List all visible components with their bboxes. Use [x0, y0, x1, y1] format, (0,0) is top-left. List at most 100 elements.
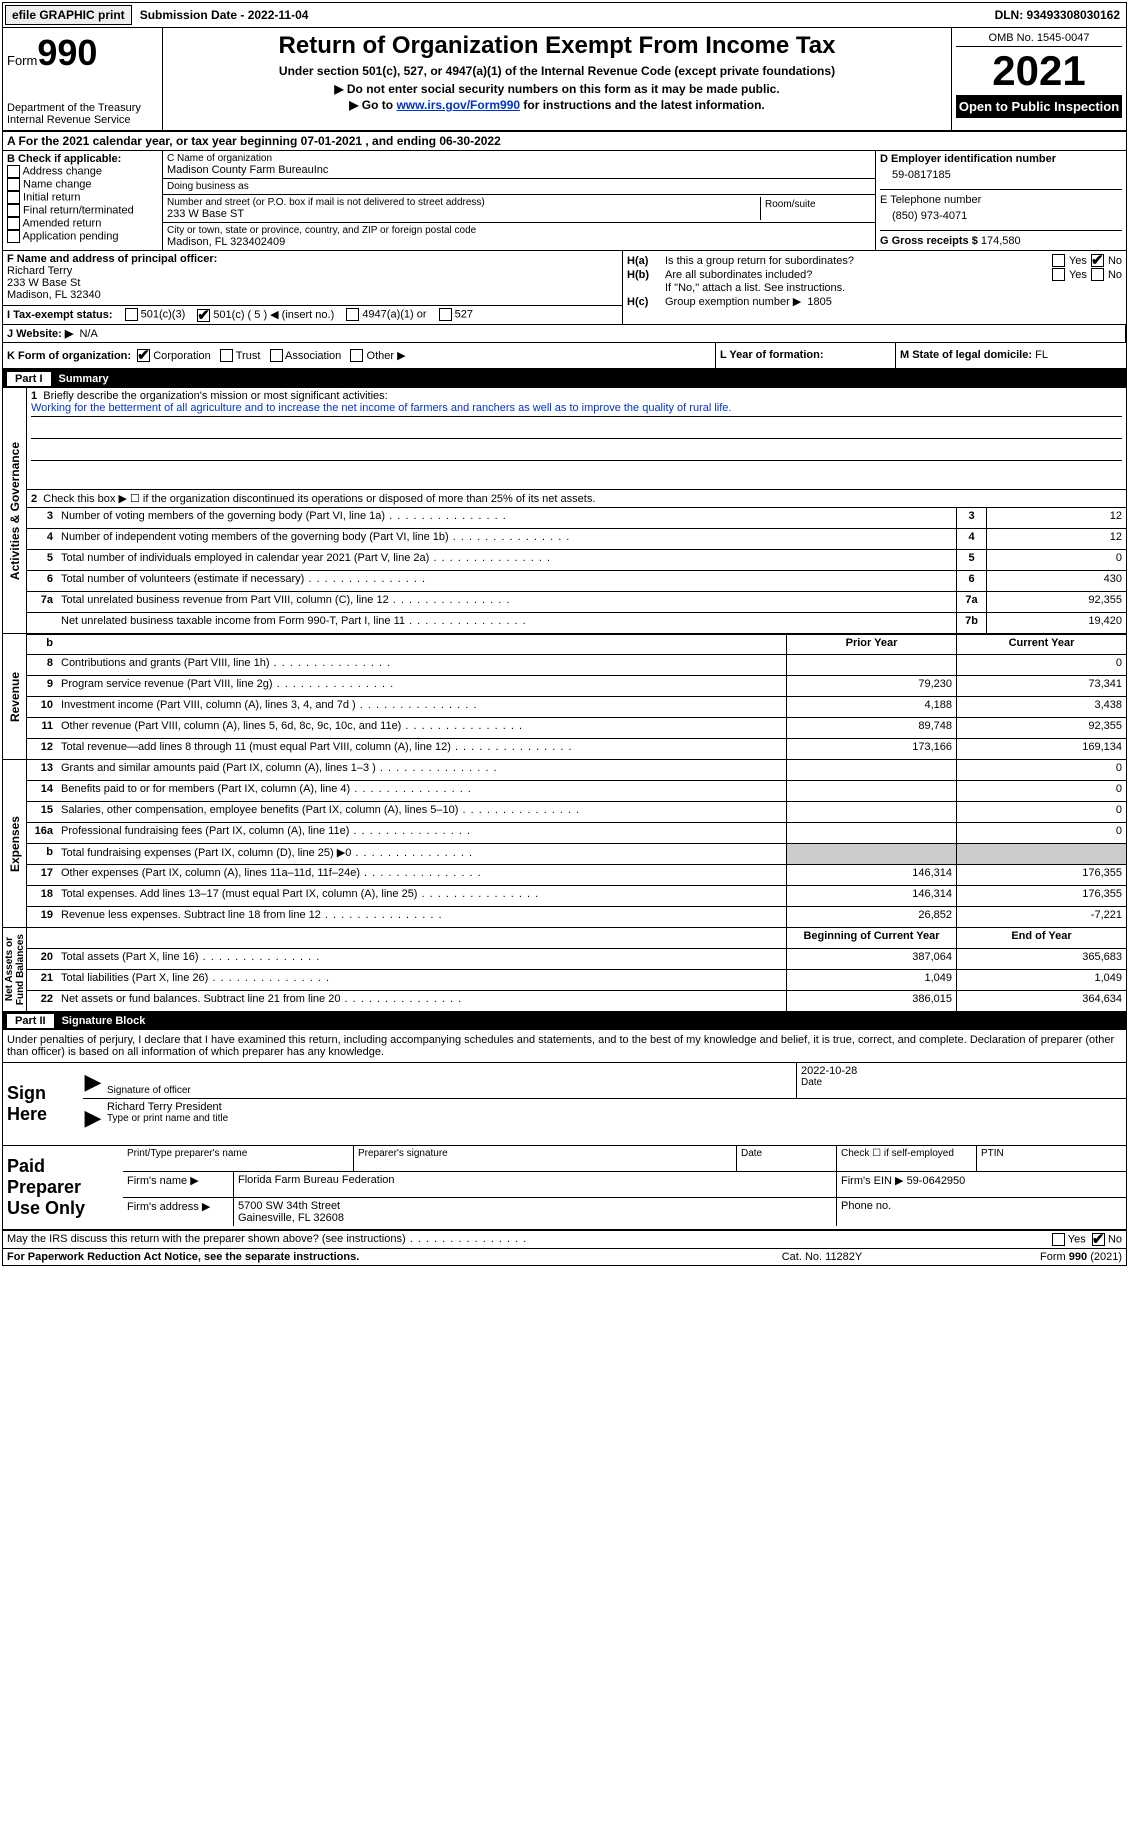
fq-yes[interactable]	[1052, 1233, 1065, 1246]
tax-year: 2021	[956, 47, 1122, 95]
summary-row: 13Grants and similar amounts paid (Part …	[27, 760, 1126, 781]
hb-lbl: H(b)	[627, 269, 665, 281]
footer: For Paperwork Reduction Act Notice, see …	[3, 1249, 1126, 1265]
cat-no: Cat. No. 11282Y	[722, 1251, 922, 1263]
cb-501c3[interactable]	[125, 308, 138, 321]
ha-yes[interactable]	[1052, 254, 1065, 267]
pra-notice: For Paperwork Reduction Act Notice, see …	[7, 1251, 722, 1263]
cb-corp[interactable]	[137, 349, 150, 362]
form-header: Form990 Department of the Treasury Inter…	[3, 28, 1126, 132]
cb-trust[interactable]	[220, 349, 233, 362]
yes-label2: Yes	[1069, 269, 1087, 281]
ha-no[interactable]	[1091, 254, 1104, 267]
ha-lbl: H(a)	[627, 255, 665, 267]
officer-name: Richard Terry	[7, 265, 618, 277]
b-item: Final return/terminated	[7, 204, 158, 217]
prep-date-lbl: Date	[736, 1146, 836, 1171]
summary-row: 3Number of voting members of the governi…	[27, 508, 1126, 529]
cb-name-change[interactable]	[7, 178, 20, 191]
section-j: J Website: ▶ N/A	[3, 325, 1126, 343]
omb-number: OMB No. 1545-0047	[956, 32, 1122, 47]
no-label: No	[1108, 255, 1122, 267]
col-f: F Name and address of principal officer:…	[3, 251, 623, 324]
officer-addr: 233 W Base St	[7, 277, 618, 289]
cb-other[interactable]	[350, 349, 363, 362]
form-ref: Form 990 (2021)	[922, 1251, 1122, 1263]
b-item: Amended return	[7, 217, 158, 230]
sig-arrow-icon: ▶	[83, 1063, 103, 1098]
hb-yes[interactable]	[1052, 268, 1065, 281]
vtab-rev: Revenue	[3, 634, 27, 760]
vtab-ag: Activities & Governance	[3, 388, 27, 634]
hc-lbl: H(c)	[627, 296, 665, 308]
opt-501c3: 501(c)(3)	[141, 309, 186, 321]
cb-4947[interactable]	[346, 308, 359, 321]
b-item: Name change	[7, 178, 158, 191]
section-f-h: F Name and address of principal officer:…	[3, 251, 1126, 325]
header-sub2: ▶ Do not enter social security numbers o…	[171, 82, 943, 96]
line2: Check this box ▶ ☐ if the organization d…	[43, 493, 595, 505]
street-address: 233 W Base ST	[167, 208, 760, 220]
summary-row: 8Contributions and grants (Part VIII, li…	[27, 655, 1126, 676]
header-sub1: Under section 501(c), 527, or 4947(a)(1)…	[171, 64, 943, 78]
sig-officer-lbl: Signature of officer	[107, 1085, 792, 1096]
org-name: Madison County Farm BureauInc	[167, 164, 871, 176]
hb-note: If "No," attach a list. See instructions…	[665, 282, 1122, 294]
prep-print-lbl: Print/Type preparer's name	[123, 1146, 353, 1171]
preparer-block: Paid Preparer Use Only Print/Type prepar…	[3, 1146, 1126, 1231]
officer-printed: Richard Terry President	[107, 1101, 1122, 1113]
c-name-lbl: C Name of organization	[167, 153, 871, 164]
sign-here: Sign Here	[3, 1063, 83, 1145]
vtab-na: Net Assets or Fund Balances	[3, 928, 27, 1012]
section-b-c-d: B Check if applicable: Address change Na…	[3, 151, 1126, 251]
firm-name: Florida Farm Bureau Federation	[233, 1172, 836, 1197]
officer-name-lbl: Type or print name and title	[107, 1113, 1122, 1124]
phone-lbl: Phone no.	[836, 1198, 1126, 1226]
opt-assoc: Association	[285, 350, 341, 362]
dept-treasury: Department of the Treasury Internal Reve…	[7, 102, 158, 126]
hb-no[interactable]	[1091, 268, 1104, 281]
form-990-page: efile GRAPHIC print Submission Date - 20…	[2, 2, 1127, 1266]
summary-row: 12Total revenue—add lines 8 through 11 (…	[27, 739, 1126, 760]
cb-initial-return[interactable]	[7, 191, 20, 204]
m-val: FL	[1035, 349, 1048, 361]
irs-link[interactable]: www.irs.gov/Form990	[396, 98, 520, 112]
cb-527[interactable]	[439, 308, 452, 321]
summary-row: 6Total number of volunteers (estimate if…	[27, 571, 1126, 592]
eoy-hdr: End of Year	[956, 928, 1126, 948]
col-c: C Name of organization Madison County Fa…	[163, 151, 876, 250]
summary-row: 15Salaries, other compensation, employee…	[27, 802, 1126, 823]
firm-ein-lbl: Firm's EIN ▶	[841, 1175, 904, 1187]
cb-address-change[interactable]	[7, 165, 20, 178]
b-item: Initial return	[7, 191, 158, 204]
sub3-pre: ▶ Go to	[349, 98, 396, 112]
fq-no-lbl: No	[1108, 1234, 1122, 1246]
header-sub3: ▶ Go to www.irs.gov/Form990 for instruct…	[171, 98, 943, 112]
fq-no[interactable]	[1092, 1233, 1105, 1246]
summary-row: 4Number of independent voting members of…	[27, 529, 1126, 550]
website: N/A	[79, 328, 97, 340]
opt-527: 527	[455, 309, 473, 321]
summary-row: 14Benefits paid to or for members (Part …	[27, 781, 1126, 802]
prep-check-lbl: Check ☐ if self-employed	[836, 1146, 976, 1171]
s1-lbl: Briefly describe the organization's miss…	[43, 390, 387, 402]
hc-val: 1805	[807, 296, 831, 308]
efile-print-button[interactable]: efile GRAPHIC print	[5, 5, 132, 25]
cb-501c[interactable]	[197, 309, 210, 322]
line-b: b	[27, 635, 57, 654]
part1-title: Summary	[59, 373, 109, 385]
yes-label: Yes	[1069, 255, 1087, 267]
firm-city: Gainesville, FL 32608	[238, 1212, 832, 1224]
cb-application-pending[interactable]	[7, 230, 20, 243]
summary-row: 21Total liabilities (Part X, line 26)1,0…	[27, 970, 1126, 991]
hc-txt: Group exemption number ▶	[665, 296, 801, 308]
cb-assoc[interactable]	[270, 349, 283, 362]
cb-amended-return[interactable]	[7, 217, 20, 230]
summary-row: 10Investment income (Part VIII, column (…	[27, 697, 1126, 718]
fq-yes-lbl: Yes	[1068, 1234, 1086, 1246]
cb-final-return-terminated[interactable]	[7, 204, 20, 217]
opt-trust: Trust	[236, 350, 261, 362]
col-b: B Check if applicable: Address change Na…	[3, 151, 163, 250]
sig-arrow2-icon: ▶	[83, 1099, 103, 1131]
opt-corp: Corporation	[153, 350, 210, 362]
